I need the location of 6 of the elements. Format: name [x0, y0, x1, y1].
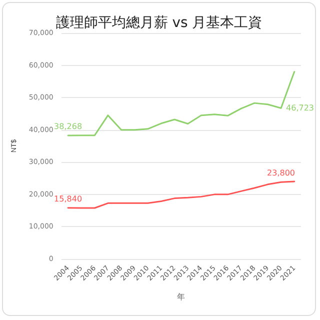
data-label: 38,268	[54, 122, 82, 131]
x-axis-title: 年	[177, 292, 186, 302]
data-label: 46,723	[286, 104, 314, 113]
chart-title: 護理師平均總月薪 vs 月基本工資	[56, 15, 262, 31]
data-label: 15,840	[54, 194, 82, 204]
data-label: 23,800	[267, 168, 296, 178]
